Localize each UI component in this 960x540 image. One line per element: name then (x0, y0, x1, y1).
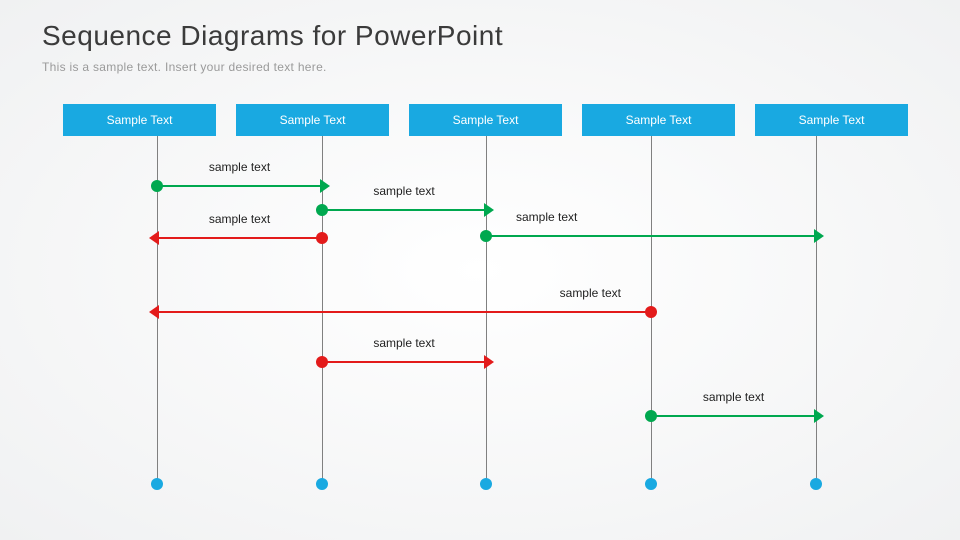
arrow-label: sample text (373, 184, 434, 198)
arrow-label: sample text (703, 390, 764, 404)
arrow-line (486, 235, 816, 237)
lifeline-end-dot-1 (316, 478, 328, 490)
lifeline-end-dot-0 (151, 478, 163, 490)
lifeline-4 (816, 136, 817, 484)
lifeline-header-label: Sample Text (107, 113, 173, 127)
arrow-label: sample text (373, 336, 434, 350)
lifeline-header-3: Sample Text (582, 104, 735, 136)
arrow-line (157, 237, 322, 239)
arrow-label: sample text (209, 212, 270, 226)
arrow-head-icon (484, 355, 494, 369)
arrow-head-icon (814, 229, 824, 243)
arrow-5: sample text (322, 352, 486, 372)
arrow-label: sample text (560, 286, 621, 300)
arrow-line (322, 209, 486, 211)
lifeline-header-2: Sample Text (409, 104, 562, 136)
page-subtitle: This is a sample text. Insert your desir… (42, 60, 327, 74)
arrow-label: sample text (516, 210, 577, 224)
lifeline-header-label: Sample Text (453, 113, 519, 127)
arrow-1: sample text (322, 200, 486, 220)
lifeline-header-label: Sample Text (280, 113, 346, 127)
arrow-line (157, 185, 322, 187)
lifeline-end-dot-3 (645, 478, 657, 490)
sequence-diagram: Sample Text Sample Text Sample Text Sample … (0, 104, 960, 514)
arrow-line (651, 415, 816, 417)
arrow-0: sample text (157, 176, 322, 196)
lifeline-header-4: Sample Text (755, 104, 908, 136)
lifeline-end-dot-4 (810, 478, 822, 490)
arrow-line (322, 361, 486, 363)
arrow-4: sample text (157, 302, 651, 322)
arrow-label: sample text (209, 160, 270, 174)
lifeline-header-label: Sample Text (799, 113, 865, 127)
arrow-3: sample text (486, 226, 816, 246)
lifeline-end-dot-2 (480, 478, 492, 490)
lifeline-header-1: Sample Text (236, 104, 389, 136)
arrow-6: sample text (651, 406, 816, 426)
arrow-2: sample text (157, 228, 322, 248)
arrow-line (157, 311, 651, 313)
arrow-head-icon (149, 231, 159, 245)
lifeline-header-0: Sample Text (63, 104, 216, 136)
arrow-head-icon (484, 203, 494, 217)
arrow-head-icon (149, 305, 159, 319)
arrow-head-icon (814, 409, 824, 423)
arrow-head-icon (320, 179, 330, 193)
page-title: Sequence Diagrams for PowerPoint (42, 20, 503, 52)
lifeline-header-label: Sample Text (626, 113, 692, 127)
